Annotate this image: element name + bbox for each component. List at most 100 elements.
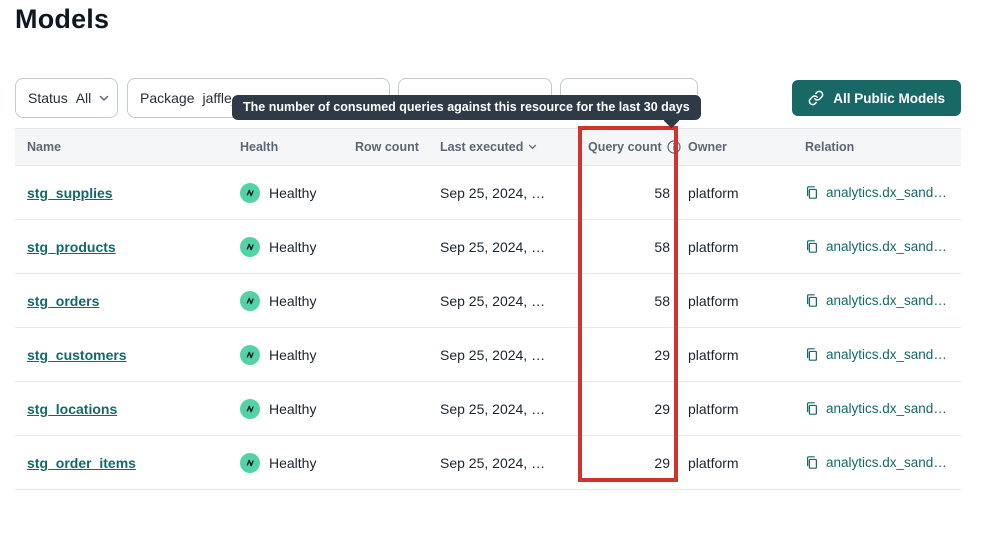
table-header-row: Name Health Row count Last executed Quer… bbox=[15, 128, 961, 166]
row-count-cell bbox=[345, 273, 430, 328]
last-executed-cell: Sep 25, 2024, … bbox=[430, 381, 578, 436]
relation-link[interactable]: analytics.dx_sand… bbox=[826, 185, 947, 200]
copy-icon[interactable] bbox=[805, 185, 819, 200]
row-count-cell bbox=[345, 165, 430, 220]
health-status-label: Healthy bbox=[269, 400, 317, 417]
relation-cell: analytics.dx_sand… bbox=[795, 381, 961, 436]
model-link[interactable]: stg_products bbox=[27, 238, 116, 255]
copy-icon[interactable] bbox=[805, 455, 819, 470]
owner-cell: platform bbox=[678, 435, 795, 490]
relation-link[interactable]: analytics.dx_sand… bbox=[826, 401, 947, 416]
relation-link[interactable]: analytics.dx_sand… bbox=[826, 239, 947, 254]
table-row: stg_locations Healthy Sep 25, 2024, … 29… bbox=[15, 381, 961, 436]
model-link[interactable]: stg_locations bbox=[27, 400, 118, 417]
health-cell: Healthy bbox=[230, 273, 345, 328]
tooltip-arrow bbox=[663, 112, 679, 129]
all-public-models-label: All Public Models bbox=[833, 90, 945, 106]
column-header-health[interactable]: Health bbox=[230, 128, 345, 166]
row-count-cell bbox=[345, 435, 430, 490]
page-title: Models bbox=[15, 4, 110, 34]
column-header-owner-label: Owner bbox=[688, 140, 727, 154]
health-status-label: Healthy bbox=[269, 454, 317, 471]
name-cell: stg_orders bbox=[15, 273, 230, 328]
query-count-cell: 58 bbox=[578, 219, 678, 274]
column-header-name[interactable]: Name bbox=[15, 128, 230, 166]
name-cell: stg_order_items bbox=[15, 435, 230, 490]
row-count-cell bbox=[345, 219, 430, 274]
status-filter-dropdown[interactable]: Status All bbox=[15, 78, 118, 118]
package-filter-label: Package bbox=[140, 90, 195, 106]
health-cell: Healthy bbox=[230, 381, 345, 436]
name-cell: stg_supplies bbox=[15, 165, 230, 220]
copy-icon[interactable] bbox=[805, 347, 819, 362]
all-public-models-button[interactable]: All Public Models bbox=[792, 80, 961, 116]
owner-cell: platform bbox=[678, 381, 795, 436]
model-link[interactable]: stg_orders bbox=[27, 292, 100, 309]
models-table: Name Health Row count Last executed Quer… bbox=[15, 128, 961, 490]
column-header-health-label: Health bbox=[240, 140, 279, 154]
column-header-last-executed[interactable]: Last executed bbox=[430, 128, 578, 166]
column-header-relation[interactable]: Relation bbox=[795, 128, 961, 166]
health-status-label: Healthy bbox=[269, 292, 317, 309]
health-cell: Healthy bbox=[230, 435, 345, 490]
query-count-cell: 58 bbox=[578, 273, 678, 328]
chevron-down-icon bbox=[99, 95, 109, 102]
owner-cell: platform bbox=[678, 327, 795, 382]
column-header-row-count[interactable]: Row count bbox=[345, 128, 430, 166]
info-icon[interactable] bbox=[667, 140, 681, 154]
health-status-icon bbox=[240, 236, 260, 257]
health-cell: Healthy bbox=[230, 219, 345, 274]
relation-cell: analytics.dx_sand… bbox=[795, 327, 961, 382]
table-body: stg_supplies Healthy Sep 25, 2024, … 58 … bbox=[15, 165, 961, 490]
relation-link[interactable]: analytics.dx_sand… bbox=[826, 455, 947, 470]
status-filter-label: Status bbox=[28, 90, 68, 106]
row-count-cell bbox=[345, 327, 430, 382]
query-count-cell: 29 bbox=[578, 381, 678, 436]
link-icon bbox=[808, 90, 824, 106]
name-cell: stg_customers bbox=[15, 327, 230, 382]
status-filter-value: All bbox=[75, 90, 92, 106]
model-link[interactable]: stg_supplies bbox=[27, 184, 113, 201]
last-executed-cell: Sep 25, 2024, … bbox=[430, 273, 578, 328]
column-header-name-label: Name bbox=[27, 140, 62, 154]
table-row: stg_products Healthy Sep 25, 2024, … 58 … bbox=[15, 219, 961, 274]
relation-link[interactable]: analytics.dx_sand… bbox=[826, 293, 947, 308]
column-header-last-executed-label: Last executed bbox=[440, 140, 524, 154]
model-link[interactable]: stg_order_items bbox=[27, 454, 136, 471]
model-link[interactable]: stg_customers bbox=[27, 346, 127, 363]
table-row: stg_orders Healthy Sep 25, 2024, … 58 pl… bbox=[15, 273, 961, 328]
health-status-label: Healthy bbox=[269, 238, 317, 255]
health-status-icon bbox=[240, 452, 260, 473]
last-executed-cell: Sep 25, 2024, … bbox=[430, 219, 578, 274]
row-count-cell bbox=[345, 381, 430, 436]
table-row: stg_customers Healthy Sep 25, 2024, … 29… bbox=[15, 327, 961, 382]
copy-icon[interactable] bbox=[805, 401, 819, 416]
health-status-icon bbox=[240, 344, 260, 365]
package-filter-value: jaffle_ bbox=[202, 90, 240, 106]
column-header-relation-label: Relation bbox=[805, 140, 855, 154]
column-header-query-count-label: Query count bbox=[588, 140, 662, 154]
relation-cell: analytics.dx_sand… bbox=[795, 435, 961, 490]
column-header-row-count-label: Row count bbox=[355, 140, 419, 154]
query-count-cell: 29 bbox=[578, 327, 678, 382]
tooltip-text: The number of consumed queries against t… bbox=[243, 100, 690, 114]
health-cell: Healthy bbox=[230, 165, 345, 220]
copy-icon[interactable] bbox=[805, 293, 819, 308]
copy-icon[interactable] bbox=[805, 239, 819, 254]
relation-link[interactable]: analytics.dx_sand… bbox=[826, 347, 947, 362]
column-header-query-count[interactable]: Query count bbox=[578, 128, 681, 166]
column-header-owner[interactable]: Owner bbox=[678, 128, 795, 166]
relation-cell: analytics.dx_sand… bbox=[795, 219, 961, 274]
relation-cell: analytics.dx_sand… bbox=[795, 273, 961, 328]
last-executed-cell: Sep 25, 2024, … bbox=[430, 165, 578, 220]
health-status-icon bbox=[240, 290, 260, 311]
relation-cell: analytics.dx_sand… bbox=[795, 165, 961, 220]
health-status-icon bbox=[240, 398, 260, 419]
owner-cell: platform bbox=[678, 273, 795, 328]
health-cell: Healthy bbox=[230, 327, 345, 382]
sort-chevron-icon[interactable] bbox=[528, 144, 537, 150]
name-cell: stg_locations bbox=[15, 381, 230, 436]
table-row: stg_supplies Healthy Sep 25, 2024, … 58 … bbox=[15, 165, 961, 220]
health-status-label: Healthy bbox=[269, 184, 317, 201]
query-count-cell: 58 bbox=[578, 165, 678, 220]
